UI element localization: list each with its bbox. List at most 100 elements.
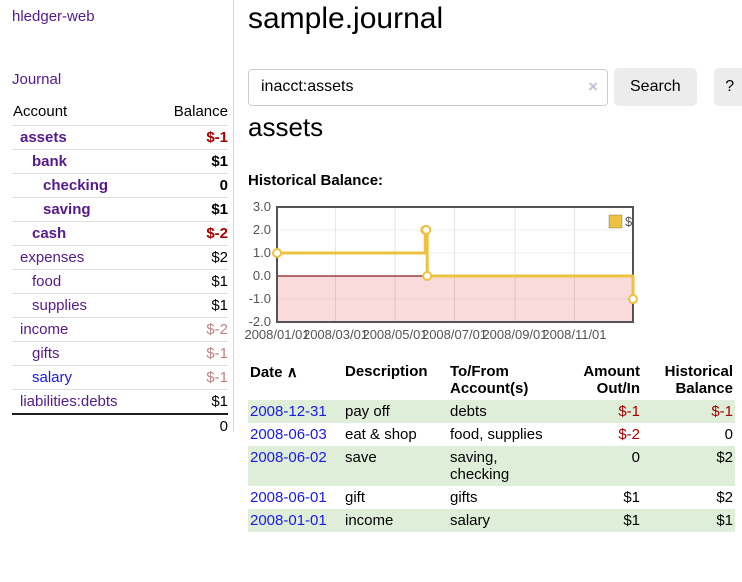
brand-link[interactable]: hledger-web xyxy=(12,8,95,25)
account-link[interactable]: income xyxy=(20,321,69,338)
register-col-description: Description xyxy=(345,363,428,380)
account-balance: $-1 xyxy=(206,129,228,146)
transaction-description: income xyxy=(345,512,394,529)
account-balance: 0 xyxy=(219,177,228,194)
register-table: Date ∧ Description To/From Account(s) Am… xyxy=(248,360,735,532)
transaction-date-link[interactable]: 2008-06-01 xyxy=(250,489,327,506)
account-balance: $-2 xyxy=(206,225,228,242)
transaction-date-link[interactable]: 2008-12-31 xyxy=(250,403,327,420)
historical-balance-chart: 3.0 2.0 1.0 0.0 -1.0 -2.0 2008/01/01 2008/03/01… xyxy=(244,199,742,344)
transaction-amount: $-2 xyxy=(618,426,640,443)
account-row: saving $1 xyxy=(12,197,228,222)
transaction-accounts: food, supplies xyxy=(450,426,543,443)
transaction-balance: $2 xyxy=(716,489,733,506)
help-button[interactable]: ? xyxy=(713,68,742,106)
account-link[interactable]: checking xyxy=(43,177,109,194)
register-header-row: Date ∧ Description To/From Account(s) Am… xyxy=(248,360,735,400)
register-col-balance: Historical Balance xyxy=(664,363,733,397)
register-col-amount: Amount Out/In xyxy=(583,363,640,397)
account-balance: $1 xyxy=(211,297,228,314)
register-col-accounts: To/From Account(s) xyxy=(450,363,529,397)
account-row: bank $1 xyxy=(12,149,228,174)
sidebar-divider xyxy=(233,0,234,432)
svg-text:2008/07/01: 2008/07/01 xyxy=(422,327,487,342)
svg-text:2.0: 2.0 xyxy=(253,222,271,237)
svg-text:2008/05/01: 2008/05/01 xyxy=(362,327,427,342)
svg-text:2008/01/01: 2008/01/01 xyxy=(244,327,309,342)
svg-text:2008/11/01: 2008/11/01 xyxy=(542,327,606,342)
sidebar-item-journal[interactable]: Journal xyxy=(12,71,62,88)
account-link[interactable]: supplies xyxy=(32,297,88,314)
transaction-description: save xyxy=(345,449,377,466)
accounts-header-row: Account Balance xyxy=(12,100,228,126)
account-link[interactable]: saving xyxy=(43,201,91,218)
transaction-date-link[interactable]: 2008-06-02 xyxy=(250,449,327,466)
register-row: 2008-01-01 income salary $1 $1 xyxy=(248,509,735,532)
account-balance: $-1 xyxy=(206,369,228,386)
account-row: food $1 xyxy=(12,269,228,294)
svg-text:2008/03/01: 2008/03/01 xyxy=(303,327,368,342)
transaction-amount: $-1 xyxy=(618,403,640,420)
account-row: assets $-1 xyxy=(12,125,228,150)
register-row: 2008-06-03 eat & shop food, supplies $-2… xyxy=(248,423,735,446)
transaction-date-link[interactable]: 2008-06-03 xyxy=(250,426,327,443)
transaction-description: eat & shop xyxy=(345,426,417,443)
transaction-description: pay off xyxy=(345,403,390,420)
chart-title: Historical Balance: xyxy=(248,172,384,189)
svg-text:0.0: 0.0 xyxy=(253,268,271,283)
account-row: cash $-2 xyxy=(12,221,228,246)
svg-text:-1.0: -1.0 xyxy=(249,291,271,306)
transaction-balance: $2 xyxy=(716,449,733,466)
accounts-total-row: 0 xyxy=(12,413,228,438)
transaction-balance: 0 xyxy=(724,426,733,443)
account-link[interactable]: expenses xyxy=(20,249,85,266)
chart-canvas: 3.0 2.0 1.0 0.0 -1.0 -2.02008/01/012008/03/01… xyxy=(244,199,638,342)
transaction-amount: $1 xyxy=(623,512,640,529)
search-input[interactable] xyxy=(248,68,608,106)
transaction-accounts: salary xyxy=(450,512,491,529)
transaction-date-link[interactable]: 2008-01-01 xyxy=(250,512,327,529)
transaction-accounts: gifts xyxy=(450,489,478,506)
svg-text:-2.0: -2.0 xyxy=(249,314,271,329)
transaction-accounts: saving, checking xyxy=(450,449,510,483)
account-link[interactable]: assets xyxy=(20,129,67,146)
accounts-col-balance: Balance xyxy=(173,103,228,120)
sidebar: hledger-web Journal Account Balance asse… xyxy=(0,0,233,582)
sort-asc-icon: ∧ xyxy=(286,364,298,381)
svg-text:2008/09/01: 2008/09/01 xyxy=(482,327,547,342)
transaction-balance: $1 xyxy=(716,512,733,529)
accounts-col-account: Account xyxy=(13,103,68,120)
transaction-amount: $1 xyxy=(623,489,640,506)
main-content: sample.journal × Search ? assets Histori… xyxy=(244,0,742,582)
account-row: salary $-1 xyxy=(12,365,228,390)
account-link[interactable]: gifts xyxy=(32,345,60,362)
account-link[interactable]: cash xyxy=(32,225,67,242)
register-col-date[interactable]: Date ∧ xyxy=(250,364,298,381)
account-balance: $-1 xyxy=(206,345,228,362)
page-title: sample.journal xyxy=(248,2,444,35)
svg-text:$: $ xyxy=(625,214,633,229)
account-link[interactable]: liabilities:debts xyxy=(20,393,118,410)
transaction-amount: 0 xyxy=(631,449,640,466)
accounts-total-balance: 0 xyxy=(153,413,228,438)
register-tbody: 2008-12-31 pay off debts $-1 $-1 2008-06… xyxy=(248,400,735,532)
account-balance: $1 xyxy=(211,153,228,170)
account-balance: $-2 xyxy=(206,321,228,338)
register-row: 2008-06-02 save saving, checking 0 $2 xyxy=(248,446,735,486)
search-button[interactable]: Search xyxy=(614,68,697,106)
register-row: 2008-06-01 gift gifts $1 $2 xyxy=(248,486,735,509)
account-row: income $-2 xyxy=(12,317,228,342)
account-row: expenses $2 xyxy=(12,245,228,270)
svg-text:3.0: 3.0 xyxy=(253,199,271,214)
transaction-accounts: debts xyxy=(450,403,487,420)
account-row: checking 0 xyxy=(12,173,228,198)
account-balance: $1 xyxy=(211,201,228,218)
account-row: supplies $1 xyxy=(12,293,228,318)
transaction-balance: $-1 xyxy=(711,403,733,420)
accounts-table: Account Balance assets $-1 bank $1 check… xyxy=(12,100,228,438)
account-link[interactable]: salary xyxy=(32,369,73,386)
account-link[interactable]: bank xyxy=(32,153,68,170)
account-link[interactable]: food xyxy=(32,273,62,290)
clear-search-icon[interactable]: × xyxy=(588,76,598,96)
